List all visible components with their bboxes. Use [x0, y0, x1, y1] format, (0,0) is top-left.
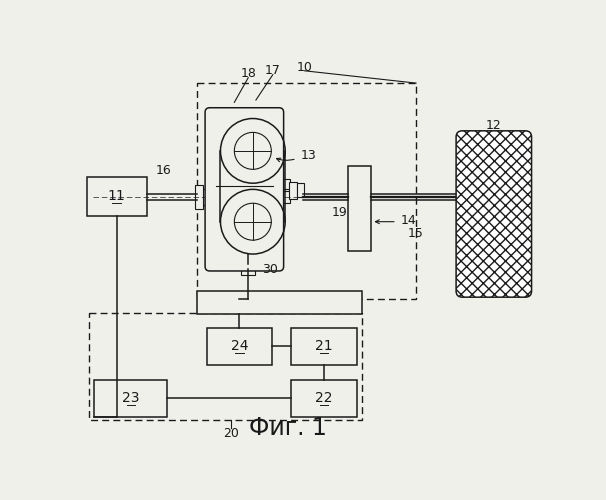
Text: Фиг. 1: Фиг. 1: [248, 416, 327, 440]
FancyBboxPatch shape: [202, 190, 211, 205]
Text: 17: 17: [265, 64, 281, 78]
Text: 12: 12: [486, 119, 502, 132]
FancyBboxPatch shape: [298, 183, 304, 197]
Text: 22: 22: [315, 391, 333, 405]
FancyBboxPatch shape: [196, 291, 362, 314]
Text: 13: 13: [301, 149, 316, 162]
Text: 16: 16: [156, 164, 171, 176]
FancyBboxPatch shape: [279, 180, 290, 188]
FancyBboxPatch shape: [291, 380, 357, 416]
Text: 30: 30: [262, 263, 278, 276]
FancyBboxPatch shape: [94, 380, 167, 416]
Text: 19: 19: [331, 206, 347, 219]
Text: 10: 10: [296, 61, 312, 74]
FancyBboxPatch shape: [89, 312, 362, 420]
FancyBboxPatch shape: [207, 328, 272, 365]
FancyBboxPatch shape: [289, 182, 297, 198]
FancyBboxPatch shape: [348, 166, 371, 251]
FancyBboxPatch shape: [456, 131, 531, 297]
Text: 11: 11: [108, 190, 125, 203]
Text: 23: 23: [122, 391, 139, 405]
FancyBboxPatch shape: [291, 328, 357, 365]
FancyBboxPatch shape: [241, 264, 255, 275]
FancyBboxPatch shape: [196, 83, 416, 298]
Text: 24: 24: [231, 340, 248, 353]
FancyBboxPatch shape: [205, 108, 284, 271]
Text: 20: 20: [224, 427, 239, 440]
FancyBboxPatch shape: [195, 184, 203, 210]
FancyBboxPatch shape: [279, 191, 290, 203]
Text: 14: 14: [401, 214, 416, 226]
FancyBboxPatch shape: [87, 177, 147, 216]
Text: 21: 21: [315, 340, 333, 353]
Text: 18: 18: [240, 68, 256, 80]
Text: 15: 15: [408, 227, 424, 240]
